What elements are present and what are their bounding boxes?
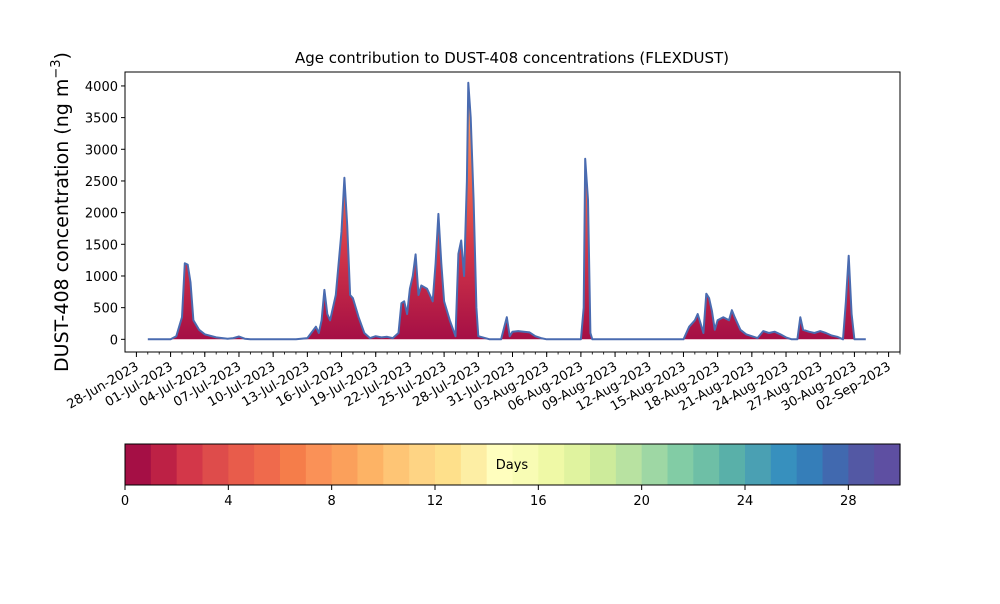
colorbar-tick-label: 0 [121, 494, 129, 509]
colorbar-segment [357, 444, 384, 485]
colorbar-tick-label: 8 [328, 494, 336, 509]
colorbar-segment [796, 444, 824, 485]
colorbar-frame [124, 443, 901, 486]
y-tick-label: 0 [110, 333, 118, 348]
colorbar-segment [228, 444, 255, 485]
colorbar-segment [460, 444, 488, 485]
total-concentration-line [147, 81, 866, 341]
colorbar-segment [848, 444, 875, 485]
y-tick-label: 3500 [85, 112, 118, 127]
colorbar-segment [125, 444, 152, 485]
y-axis-label-close: ) [51, 52, 73, 59]
colorbar-segment [615, 444, 643, 485]
colorbar-tick-label: 4 [224, 494, 232, 509]
colorbar-segment [719, 444, 746, 485]
colorbar-segment [564, 444, 591, 485]
colorbar-segment [435, 444, 462, 485]
plot-frame [124, 71, 901, 353]
colorbar-segment [305, 444, 333, 485]
colorbar-ticks: 0 4 8 12 16 20 24 28 [121, 485, 857, 509]
colorbar-segment [486, 444, 514, 485]
y-axis-label-main: DUST-408 concentration (ng m [51, 79, 73, 372]
y-tick-label: 2000 [85, 207, 118, 222]
age-contribution-area [147, 82, 866, 340]
y-tick-label: 3000 [85, 143, 118, 158]
plot-area [147, 81, 866, 341]
colorbar-tick-label: 16 [530, 494, 547, 509]
colorbar-tick-label: 24 [737, 494, 754, 509]
colorbar-label: Days [496, 458, 529, 473]
colorbar-segment [745, 444, 772, 485]
y-axis: 0 500 1000 1500 2000 2500 3000 3500 4000 [85, 80, 125, 348]
colorbar-segment [280, 444, 307, 485]
colorbar-segment [693, 444, 720, 485]
colorbar-segment [822, 444, 849, 485]
colorbar-segment [770, 444, 798, 485]
y-tick-label: 1000 [85, 270, 118, 285]
colorbar-segment [254, 444, 281, 485]
colorbar-tick-label: 28 [840, 494, 857, 509]
colorbar-segment [409, 444, 436, 485]
y-axis-label: DUST-408 concentration (ng m−3) [49, 52, 73, 372]
colorbar-segment [512, 444, 539, 485]
y-tick-label: 2500 [85, 175, 118, 190]
colorbar [125, 444, 901, 485]
y-axis-label-unit-exponent: −3 [49, 59, 64, 78]
y-tick-label: 500 [93, 302, 118, 317]
colorbar-segment [667, 444, 694, 485]
colorbar-segment [874, 444, 901, 485]
colorbar-tick-label: 20 [633, 494, 650, 509]
chart-title: Age contribution to DUST-408 concentrati… [295, 49, 729, 67]
y-tick-label: 1500 [85, 238, 118, 253]
colorbar-segment [590, 444, 617, 485]
colorbar-segment [202, 444, 229, 485]
x-axis: 28-Jun-202301-Jul-202304-Jul-202307-Jul-… [65, 352, 901, 415]
colorbar-tick-label: 12 [427, 494, 444, 509]
y-tick-label: 4000 [85, 80, 118, 95]
colorbar-segment [176, 444, 204, 485]
colorbar-segment [538, 444, 565, 485]
colorbar-segment [641, 444, 669, 485]
colorbar-segment [150, 444, 178, 485]
colorbar-segment [331, 444, 359, 485]
colorbar-segment [383, 444, 410, 485]
